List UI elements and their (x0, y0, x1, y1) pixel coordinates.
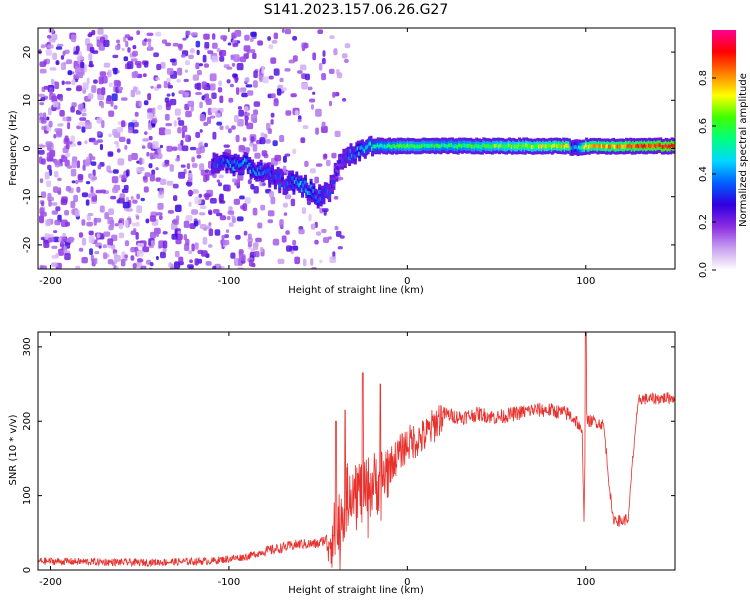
bottom-x-tick-label: -100 (218, 577, 241, 588)
snr-background (38, 332, 675, 570)
snr-x-label: Height of straight line (km) (288, 585, 424, 596)
bottom-y-tick-label: 0 (22, 567, 33, 573)
spectrogram-cells (38, 28, 351, 269)
colorbar-ticks: 0.0 0.2 0.4 0.6 0.8 (698, 70, 716, 278)
top-y-tick-label: 10 (22, 94, 33, 107)
snr-panel: -200 -100 0 100 0 100 200 300 Height of straig… (8, 331, 676, 596)
colorbar-tick-label: 0.0 (698, 262, 709, 278)
spectrogram-x-axis: -200 -100 0 100 (39, 28, 595, 287)
bottom-x-tick-label: 100 (576, 577, 595, 588)
snr-frame (37, 331, 676, 571)
top-x-tick-label: 0 (404, 276, 410, 287)
colorbar-label: Normalized spectral amplitude (738, 73, 749, 227)
snr-y-label: SNR (10 * v/v) (8, 414, 19, 485)
colorbar-tick-label: 0.4 (698, 166, 709, 182)
bottom-x-tick-label: -200 (39, 577, 62, 588)
spectrogram-y-label: Frequency (Hz) (8, 110, 19, 186)
colorbar-tick-label: 0.8 (698, 70, 709, 86)
top-y-tick-label: -10 (22, 189, 33, 205)
top-y-tick-label: 0 (22, 145, 33, 151)
bottom-x-tick-label: 0 (404, 577, 410, 588)
top-x-tick-label: 100 (576, 276, 595, 287)
spectrogram-y-axis: -20 -10 0 10 20 (22, 46, 675, 253)
bottom-y-tick-label: 300 (22, 337, 33, 356)
bottom-y-tick-label: 200 (22, 412, 33, 431)
bottom-y-tick-label: 100 (22, 486, 33, 505)
colorbar-tick-label: 0.2 (698, 214, 709, 230)
snr-y-axis: 0 100 200 300 (22, 337, 675, 573)
colorbar-tick-label: 0.6 (698, 118, 709, 134)
top-y-tick-label: 20 (22, 46, 33, 59)
colorbar-gradient (712, 30, 736, 270)
snr-x-axis: -200 -100 0 100 (39, 332, 595, 588)
colorbar: 0.0 0.2 0.4 0.6 0.8 Normalized spectral ampl… (698, 30, 749, 278)
spectrogram-x-label: Height of straight line (km) (288, 285, 424, 296)
top-x-tick-label: -200 (39, 276, 62, 287)
spectral-trace (211, 135, 675, 209)
figure-title: S141.2023.157.06.26.G27 (264, 2, 449, 18)
snr-series-line (38, 332, 675, 570)
top-x-tick-label: -100 (218, 276, 241, 287)
top-y-tick-label: -20 (22, 237, 33, 253)
